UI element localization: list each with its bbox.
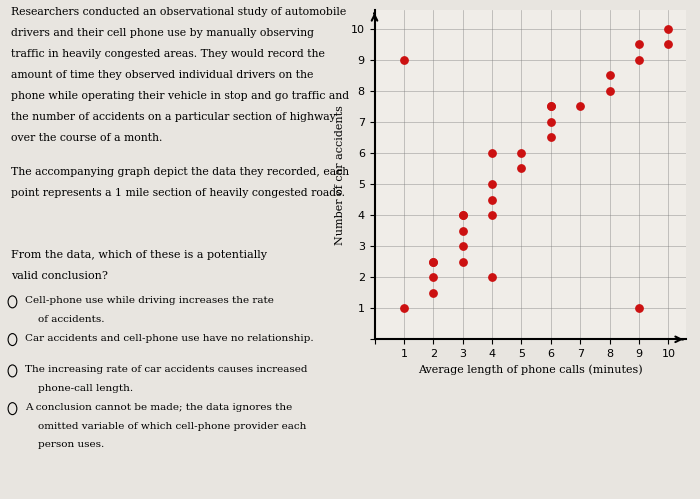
Text: of accidents.: of accidents. [25, 315, 105, 324]
Text: From the data, which of these is a potentially: From the data, which of these is a poten… [10, 250, 267, 260]
Point [457, 227, 468, 235]
Point [428, 257, 439, 265]
Point [545, 118, 557, 126]
Point [457, 242, 468, 250]
Point [634, 40, 645, 48]
Point [486, 196, 498, 204]
Point [486, 149, 498, 157]
Text: person uses.: person uses. [25, 441, 104, 450]
Point [457, 257, 468, 265]
Point [516, 165, 527, 173]
Point [634, 304, 645, 312]
Point [486, 273, 498, 281]
Text: The accompanying graph depict the data they recorded, each: The accompanying graph depict the data t… [10, 167, 349, 177]
Point [428, 289, 439, 297]
Point [663, 40, 674, 48]
Point [486, 180, 498, 188]
Point [575, 102, 586, 110]
Text: phone while operating their vehicle in stop and go traffic and: phone while operating their vehicle in s… [10, 91, 349, 101]
Point [486, 211, 498, 219]
Point [428, 273, 439, 281]
Point [457, 211, 468, 219]
Text: amount of time they observed individual drivers on the: amount of time they observed individual … [10, 70, 313, 80]
Text: drivers and their cell phone use by manually observing: drivers and their cell phone use by manu… [10, 28, 314, 38]
Point [634, 56, 645, 64]
Text: the number of accidents on a particular section of highway: the number of accidents on a particular … [10, 112, 335, 122]
Point [457, 211, 468, 219]
Text: Cell-phone use while driving increases the rate: Cell-phone use while driving increases t… [25, 296, 274, 305]
Text: traffic in heavily congested areas. They would record the: traffic in heavily congested areas. They… [10, 49, 325, 59]
Text: over the course of a month.: over the course of a month. [10, 133, 162, 143]
Point [545, 133, 557, 141]
Point [428, 257, 439, 265]
Y-axis label: Number of car accidents: Number of car accidents [335, 105, 345, 245]
Text: phone-call length.: phone-call length. [25, 384, 133, 393]
Point [398, 304, 409, 312]
Point [604, 87, 615, 95]
Point [398, 56, 409, 64]
Point [604, 71, 615, 79]
Point [545, 102, 557, 110]
Point [516, 149, 527, 157]
Text: point represents a 1 mile section of heavily congested roads.: point represents a 1 mile section of hea… [10, 188, 344, 198]
Text: The increasing rate of car accidents causes increased: The increasing rate of car accidents cau… [25, 365, 308, 374]
Text: Car accidents and cell-phone use have no relationship.: Car accidents and cell-phone use have no… [25, 334, 314, 343]
Text: A conclusion cannot be made; the data ignores the: A conclusion cannot be made; the data ig… [25, 403, 293, 412]
Point [663, 24, 674, 32]
Text: Researchers conducted an observational study of automobile: Researchers conducted an observational s… [10, 7, 346, 17]
Text: omitted variable of which cell-phone provider each: omitted variable of which cell-phone pro… [25, 422, 307, 431]
Point [545, 102, 557, 110]
Text: valid conclusion?: valid conclusion? [10, 271, 108, 281]
X-axis label: Average length of phone calls (minutes): Average length of phone calls (minutes) [418, 365, 643, 375]
